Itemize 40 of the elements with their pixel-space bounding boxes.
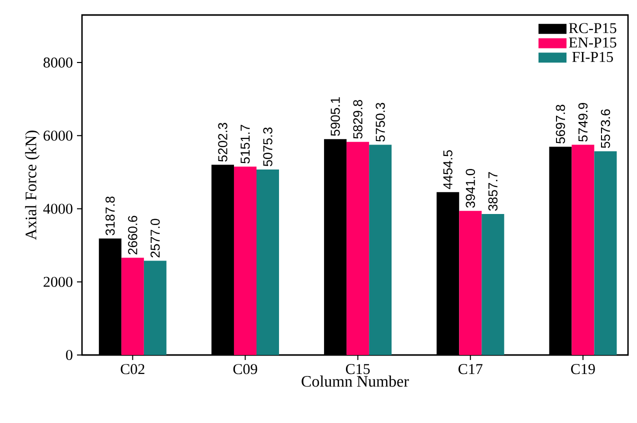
y-tick-label: 2000: [44, 276, 72, 287]
bar: [369, 144, 392, 355]
data-label: 4454.5: [443, 150, 452, 190]
legend-label: EN-P15: [568, 38, 616, 48]
data-label: 5151.7: [240, 124, 250, 164]
data-label: 3187.8: [106, 196, 115, 236]
data-label: 5750.3: [376, 102, 385, 142]
data-label: 3857.7: [488, 172, 498, 211]
data-label: 2577.0: [150, 218, 160, 258]
x-tick-label: C17: [458, 364, 482, 374]
y-axis-title: Axial Force (kN): [25, 130, 40, 240]
bar: [121, 258, 144, 355]
y-tick-label: 8000: [44, 57, 72, 68]
data-label: 5749.9: [578, 102, 588, 142]
data-label: 3941.0: [466, 168, 475, 208]
data-label: 5075.3: [263, 128, 272, 166]
x-tick-label: C15: [346, 364, 370, 374]
bar: [482, 214, 504, 355]
data-label: 2660.6: [128, 216, 138, 254]
y-tick-label: 6000: [44, 130, 72, 141]
x-axis-title: Column Number: [302, 376, 409, 387]
bar: [256, 169, 280, 355]
bar: [234, 166, 256, 355]
bar: [594, 151, 617, 355]
bar: [346, 142, 370, 355]
y-tick-label: 0: [66, 350, 72, 360]
data-label: 5573.6: [600, 109, 610, 148]
y-tick-label: 4000: [43, 204, 72, 214]
x-tick-label: C19: [571, 364, 595, 374]
x-tick-label: C02: [120, 364, 144, 374]
legend-label: RC-P15: [568, 23, 616, 34]
data-label: 5202.3: [218, 122, 228, 162]
legend-label: FI-P15: [572, 52, 613, 62]
bar: [144, 260, 166, 355]
data-label: 5905.1: [330, 97, 340, 136]
bar: [459, 210, 482, 355]
x-tick-label: C09: [233, 364, 258, 374]
data-label: 5829.8: [353, 100, 362, 139]
data-label: 5697.8: [556, 104, 566, 144]
bar: [572, 144, 594, 355]
